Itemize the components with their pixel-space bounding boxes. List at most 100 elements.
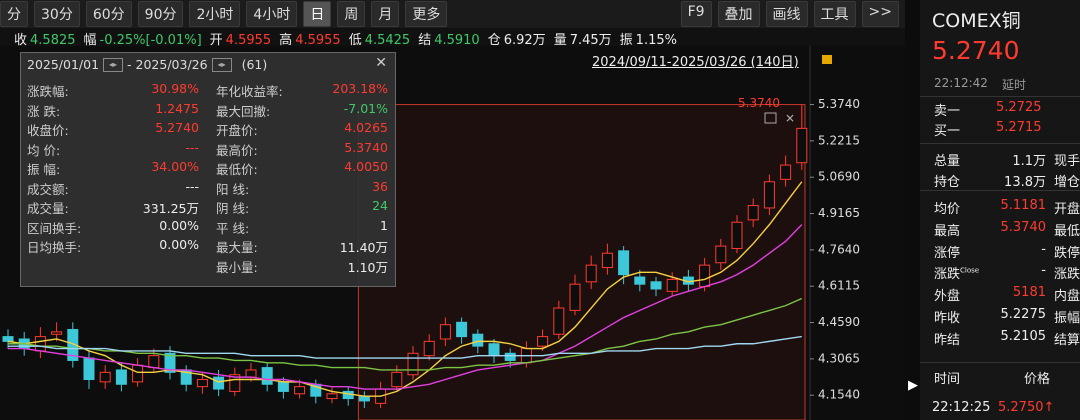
candle-body [358,395,370,402]
y-tick-label: 4.9165 [818,206,860,220]
stat-value: -7.01% [343,100,388,116]
period-button[interactable]: 2小时 [189,1,241,27]
candle-body [34,336,46,352]
stat-row: 年化收益率: 203.18% [216,81,388,99]
stat-value: 36 [372,178,388,194]
stat-row: 成交量: 331.25万 [27,198,199,216]
candle-body [747,205,759,221]
candle-body [423,340,435,357]
info-item: 振 1.15% [620,29,677,48]
period-button[interactable]: 30分 [34,1,80,27]
start-date[interactable]: 2025/01/01 [27,57,100,72]
stat-row: 开盘价: 4.0265 [216,120,388,138]
info-item: 结 4.5910 [418,29,480,48]
stat-row: 收盘价: 5.2740 [27,120,199,138]
info-value: 4.5825 [30,33,76,48]
quote-label: 持仓 [934,175,961,190]
stat-value: --- [185,139,199,155]
quote-label: 外盘 [934,289,961,305]
tool-button[interactable]: 叠加 [717,1,760,27]
info-value: 1.15% [635,33,677,48]
date-range[interactable]: 2024/09/11-2025/03/26 (140日) [592,55,799,70]
period-button[interactable]: 60分 [85,1,132,27]
stat-label: 成交额: [27,181,69,197]
close-button[interactable]: ✕ [375,55,387,71]
period-button[interactable]: 周 [337,1,366,27]
stat-label: 阳 线: [216,181,250,197]
period-button[interactable]: 4小时 [246,1,298,27]
stat-label: 最高价: [216,142,258,158]
stat-row: 最小量: 1.10万 [216,257,388,275]
stat-label: 阴 线: [216,201,250,216]
stat-value: 4.0265 [344,120,388,135]
quote-value: - [1041,241,1046,257]
candle-body [569,283,581,311]
candle-body [277,381,289,392]
moving-average [7,181,803,397]
expand-arrow[interactable]: ▶ [908,378,918,393]
delay-flag: 延时 [1002,78,1027,92]
stat-value: 5.2740 [155,120,199,135]
info-label: 开 [209,33,223,48]
end-date[interactable]: - 2025/03/26 [127,57,208,72]
stat-label: 日均换手: [27,240,82,255]
stat-value: 203.18% [332,81,388,96]
quote-label: 均价 [934,202,961,217]
info-value: -0.25%[-0.01%] [99,33,202,48]
stat-label: 涨跌幅: [27,84,69,99]
period-button[interactable]: 日 [303,1,332,27]
ticks-header: 时间 [934,372,961,387]
candle-body [294,386,306,395]
close-mark: Close [960,267,980,276]
stat-label: 最大回撤: [216,103,271,119]
separator [920,362,1080,363]
candle-body [2,336,14,342]
candle-body [67,328,79,361]
info-value: 7.45万 [569,33,612,48]
separator [920,96,1080,97]
y-tick-label: 4.1540 [818,388,860,402]
tool-button[interactable]: F9 [680,1,712,27]
date-stepper[interactable]: ◂▸ [103,57,124,72]
info-label: 收 [14,33,28,48]
moving-average [8,335,802,359]
candle-body [196,378,208,388]
stat-label: 最大量: [216,240,258,255]
stat-value: 4.0050 [344,159,388,174]
stat-row: 振 幅: 34.00% [27,159,199,177]
candle-body [780,164,792,180]
stat-row: 均 价: --- [27,140,199,158]
period-button[interactable]: 90分 [137,1,184,27]
quote-label-2: 现手 [1054,154,1080,169]
tool-button[interactable]: 工具 [813,1,856,27]
high-annotation: 5.3740 [738,96,780,110]
candle-body [245,369,257,378]
quote-value: - [1041,263,1046,279]
info-value: 6.92万 [503,33,546,48]
period-button[interactable]: 分 [0,1,28,27]
period-button[interactable]: 月 [371,1,400,27]
stat-row: 涨跌幅: 30.98% [27,81,199,99]
candle-body [439,324,451,340]
quote-label: 最高 [934,223,961,239]
book-price: 5.2715 [996,120,1042,135]
stat-value: --- [185,178,199,194]
tool-button[interactable]: >> [861,1,899,27]
candle-body [763,181,775,209]
y-tick-label: 4.4590 [818,315,860,329]
instrument-name: COMEX铜 [932,10,1021,32]
date-stepper[interactable]: ◂▸ [211,57,232,72]
tool-button[interactable]: 画线 [765,1,808,27]
stat-value: 11.40万 [339,240,388,255]
quote-label-2: 结算 [1054,332,1080,348]
last-price: 5.2740 [932,36,1020,65]
info-value: 4.5955 [225,33,272,48]
stat-value: 24 [372,198,388,213]
quote-label: 昨收 [934,311,961,326]
moving-average [8,224,803,390]
book-price: 5.2725 [996,100,1042,115]
info-item: 幅 -0.25%[-0.01%] [84,29,202,48]
period-button[interactable]: 更多 [405,1,448,27]
quote-label-2: 振幅 [1054,311,1080,326]
stat-value: 331.25万 [142,201,199,216]
